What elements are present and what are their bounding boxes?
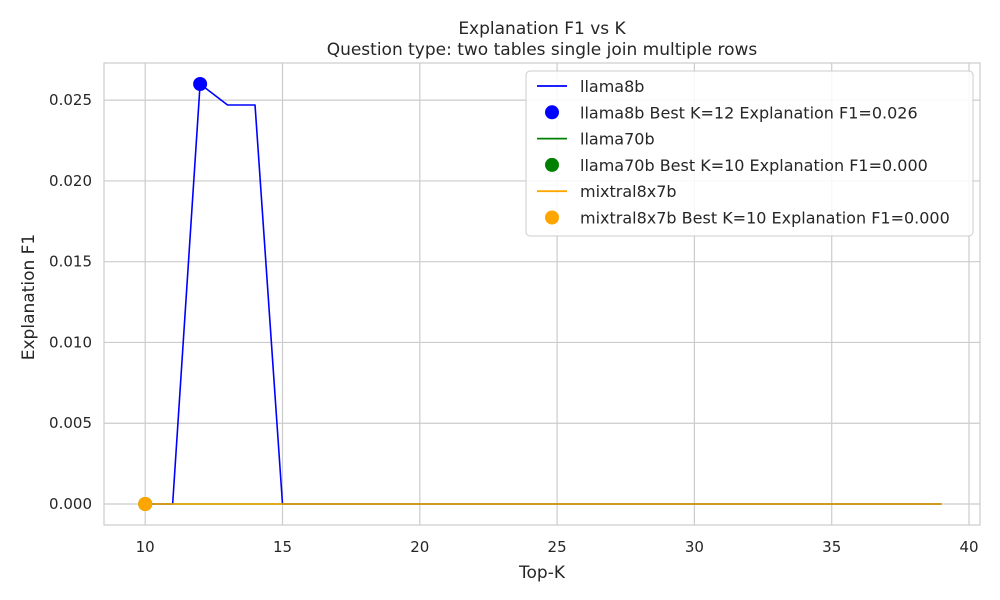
legend-marker-swatch-mixtral8x7b [545, 210, 559, 225]
x-tick-label: 30 [685, 538, 704, 556]
legend-label: mixtral8x7b Best K=10 Explanation F1=0.0… [580, 209, 950, 228]
x-tick-label: 40 [959, 538, 978, 556]
plot-frame [103, 62, 981, 526]
legend-marker-swatch-llama8b [545, 105, 559, 120]
x-tick-label: 35 [822, 538, 841, 556]
legend-label: llama70b [580, 130, 655, 149]
legend: llama8b llama8b Best K=12 Explanation F1=… [525, 70, 974, 237]
legend-box [525, 70, 974, 237]
legend-label: llama8b Best K=12 Explanation F1=0.026 [580, 103, 918, 122]
chart-subtitle: Question type: two tables single join mu… [327, 40, 758, 60]
y-axis-label: Explanation F1 [19, 234, 39, 361]
y-tick-label: 0.005 [49, 414, 92, 432]
y-tick-label: 0.015 [49, 253, 92, 271]
x-tick-label: 20 [410, 538, 429, 556]
best-point-llama8b [193, 77, 208, 91]
legend-label: llama8b [580, 77, 644, 96]
x-axis-label: Top-K [518, 563, 566, 583]
x-tick-label: 10 [136, 538, 155, 556]
x-tick-label: 25 [548, 538, 567, 556]
legend-label: llama70b Best K=10 Explanation F1=0.000 [580, 156, 928, 175]
best-point-mixtral8x7b [138, 497, 153, 511]
legend-label: mixtral8x7b [580, 182, 677, 201]
x-tick-label: 15 [273, 538, 292, 556]
y-tick-label: 0.020 [49, 172, 92, 190]
chart-title: Explanation F1 vs K [458, 19, 626, 39]
y-tick-label: 0.025 [49, 91, 92, 109]
legend-marker-swatch-llama70b [545, 157, 559, 172]
y-tick-label: 0.010 [49, 333, 92, 351]
y-tick-label: 0.000 [49, 495, 92, 513]
